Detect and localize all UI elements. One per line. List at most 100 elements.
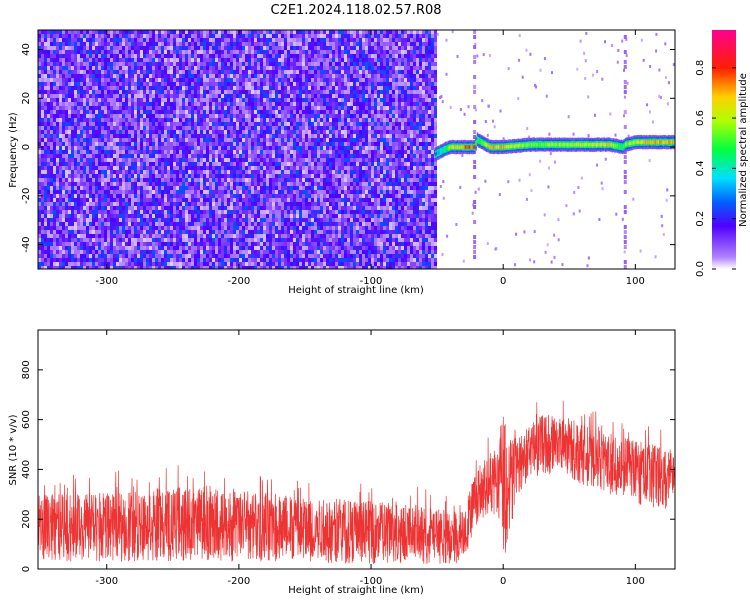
heatmap-cell xyxy=(266,230,269,234)
heatmap-cell xyxy=(281,138,284,142)
heatmap-cell xyxy=(143,206,146,210)
heatmap-cell xyxy=(185,98,188,102)
heatmap-cell xyxy=(281,42,284,46)
heatmap-cell xyxy=(155,134,158,138)
heatmap-cell xyxy=(245,34,248,38)
heatmap-cell xyxy=(209,246,212,250)
heatmap-cell xyxy=(155,194,158,198)
heatmap-cell xyxy=(170,58,173,62)
heatmap-cell xyxy=(152,86,155,90)
heatmap-cell xyxy=(248,234,251,238)
heatmap-cell xyxy=(260,238,263,242)
heatmap-cell xyxy=(128,66,131,70)
heatmap-cell xyxy=(161,222,164,226)
heatmap-cell xyxy=(191,214,194,218)
heatmap-cell xyxy=(68,186,71,190)
heatmap-cell xyxy=(104,154,107,158)
heatmap-cell xyxy=(287,62,290,66)
heatmap-cell xyxy=(224,242,227,246)
heatmap-cell xyxy=(125,214,128,218)
heatmap-cell xyxy=(191,250,194,254)
heatmap-cell xyxy=(146,130,149,134)
heatmap-cell xyxy=(74,158,77,162)
heatmap-cell xyxy=(95,206,98,210)
heatmap-cell xyxy=(146,66,149,70)
heatmap-cell xyxy=(209,138,212,142)
heatmap-cell xyxy=(224,190,227,194)
heatmap-cell xyxy=(56,86,59,90)
heatmap-cell xyxy=(47,46,50,50)
heatmap-cell xyxy=(161,98,164,102)
heatmap-cell xyxy=(95,138,98,142)
heatmap-cell xyxy=(95,214,98,218)
heatmap-cell xyxy=(83,30,86,34)
heatmap-cell xyxy=(122,58,125,62)
heatmap-cell xyxy=(245,254,248,258)
heatmap-cell xyxy=(146,190,149,194)
heatmap-cell xyxy=(239,66,242,70)
heatmap-cell xyxy=(194,74,197,78)
heatmap-cell xyxy=(71,98,74,102)
heatmap-cell xyxy=(281,46,284,50)
heatmap-cell xyxy=(131,162,134,166)
heatmap-cell xyxy=(50,138,53,142)
heatmap-cell xyxy=(137,226,140,230)
heatmap-cell xyxy=(59,50,62,54)
heatmap-cell xyxy=(113,94,116,98)
heatmap-cell xyxy=(107,206,110,210)
heatmap-cell xyxy=(125,90,128,94)
heatmap-cell xyxy=(134,102,137,106)
heatmap-cell xyxy=(152,70,155,74)
heatmap-cell xyxy=(203,210,206,214)
heatmap-cell xyxy=(206,178,209,182)
heatmap-cell xyxy=(173,166,176,170)
heatmap-cell xyxy=(38,150,41,154)
heatmap-cell xyxy=(158,222,161,226)
heatmap-cell xyxy=(101,90,104,94)
heatmap-cell xyxy=(164,94,167,98)
heatmap-cell xyxy=(275,54,278,58)
heatmap-cell xyxy=(164,122,167,126)
heatmap-cell xyxy=(266,126,269,130)
heatmap-cell xyxy=(68,166,71,170)
heatmap-cell xyxy=(281,62,284,66)
heatmap-cell xyxy=(68,66,71,70)
heatmap-cell xyxy=(203,154,206,158)
heatmap-cell xyxy=(98,66,101,70)
heatmap-cell xyxy=(242,218,245,222)
heatmap-cell xyxy=(200,206,203,210)
heatmap-cell xyxy=(194,242,197,246)
heatmap-cell xyxy=(284,138,287,142)
heatmap-cell xyxy=(131,262,134,266)
heatmap-cell xyxy=(176,34,179,38)
heatmap-cell xyxy=(47,266,50,269)
heatmap-cell xyxy=(188,58,191,62)
spectrogram-heatmap xyxy=(38,30,675,269)
heatmap-cell xyxy=(185,234,188,238)
heatmap-cell xyxy=(104,86,107,90)
heatmap-cell xyxy=(104,126,107,130)
heatmap-cell xyxy=(71,174,74,178)
heatmap-cell xyxy=(41,262,44,266)
heatmap-cell xyxy=(80,102,83,106)
heatmap-cell xyxy=(71,74,74,78)
heatmap-cell xyxy=(71,118,74,122)
heatmap-cell xyxy=(245,158,248,162)
heatmap-cell xyxy=(74,222,77,226)
heatmap-cell xyxy=(245,46,248,50)
heatmap-cell xyxy=(62,134,65,138)
heatmap-cell xyxy=(176,266,179,269)
heatmap-cell xyxy=(41,74,44,78)
heatmap-cell xyxy=(119,50,122,54)
heatmap-cell xyxy=(119,42,122,46)
heatmap-cell xyxy=(149,210,152,214)
heatmap-cell xyxy=(74,102,77,106)
heatmap-cell xyxy=(62,262,65,266)
heatmap-cell xyxy=(158,74,161,78)
heatmap-cell xyxy=(125,206,128,210)
heatmap-cell xyxy=(179,94,182,98)
heatmap-cell xyxy=(269,102,272,106)
heatmap-cell xyxy=(281,162,284,166)
heatmap-cell xyxy=(245,246,248,250)
heatmap-cell xyxy=(200,218,203,222)
